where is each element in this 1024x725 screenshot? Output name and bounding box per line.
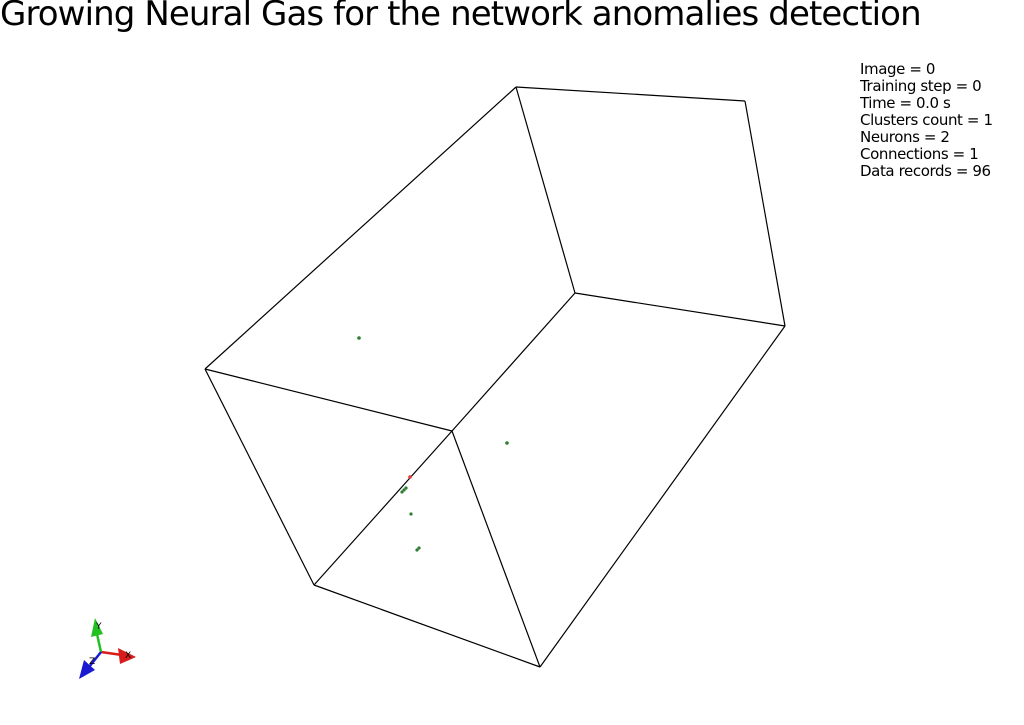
data-point (417, 546, 421, 550)
stat-data-records: Data records = 96 (860, 162, 991, 180)
box-edge (515, 86, 576, 294)
neuron (408, 475, 412, 479)
stat-neurons: Neurons = 2 (860, 128, 950, 146)
box-edge (744, 100, 786, 327)
bounding-box-wireframe (204, 86, 786, 668)
box-edge (574, 292, 786, 327)
data-point (505, 441, 509, 445)
data-records (357, 336, 509, 552)
z-axis-arrow-icon (79, 660, 95, 679)
box-edge (451, 292, 576, 432)
box-edge (451, 430, 541, 668)
x-axis-arrow-icon (118, 648, 136, 664)
neurons (408, 475, 412, 479)
data-point (415, 548, 419, 552)
orientation-axes: X Y Z (79, 618, 136, 679)
box-edge (204, 368, 315, 586)
stat-connections: Connections = 1 (860, 145, 979, 163)
y-axis-arrow-icon (91, 618, 103, 637)
data-point (402, 488, 406, 492)
data-point (404, 486, 408, 490)
page-title: Growing Neural Gas for the network anoma… (0, 0, 922, 34)
stat-time: Time = 0.0 s (860, 94, 951, 112)
z-axis-line (88, 651, 102, 668)
stats-panel: Image = 0 Training step = 0 Time = 0.0 s… (860, 61, 993, 180)
data-point (409, 512, 413, 516)
x-axis-line (100, 650, 123, 657)
data-point (400, 490, 404, 494)
box-edge (204, 86, 517, 370)
box-edge (313, 584, 541, 668)
x-axis-label: X (125, 651, 131, 661)
box-edge (204, 368, 453, 432)
data-point (357, 336, 361, 340)
y-axis-line (95, 633, 103, 653)
stat-training-step: Training step = 0 (860, 77, 982, 95)
box-edge (515, 86, 746, 102)
stat-image: Image = 0 (860, 60, 936, 78)
z-axis-label: Z (89, 657, 95, 667)
stat-clusters-count: Clusters count = 1 (860, 111, 993, 129)
y-axis-label: Y (95, 622, 102, 632)
box-edge (539, 325, 786, 668)
box-edge (313, 430, 453, 586)
